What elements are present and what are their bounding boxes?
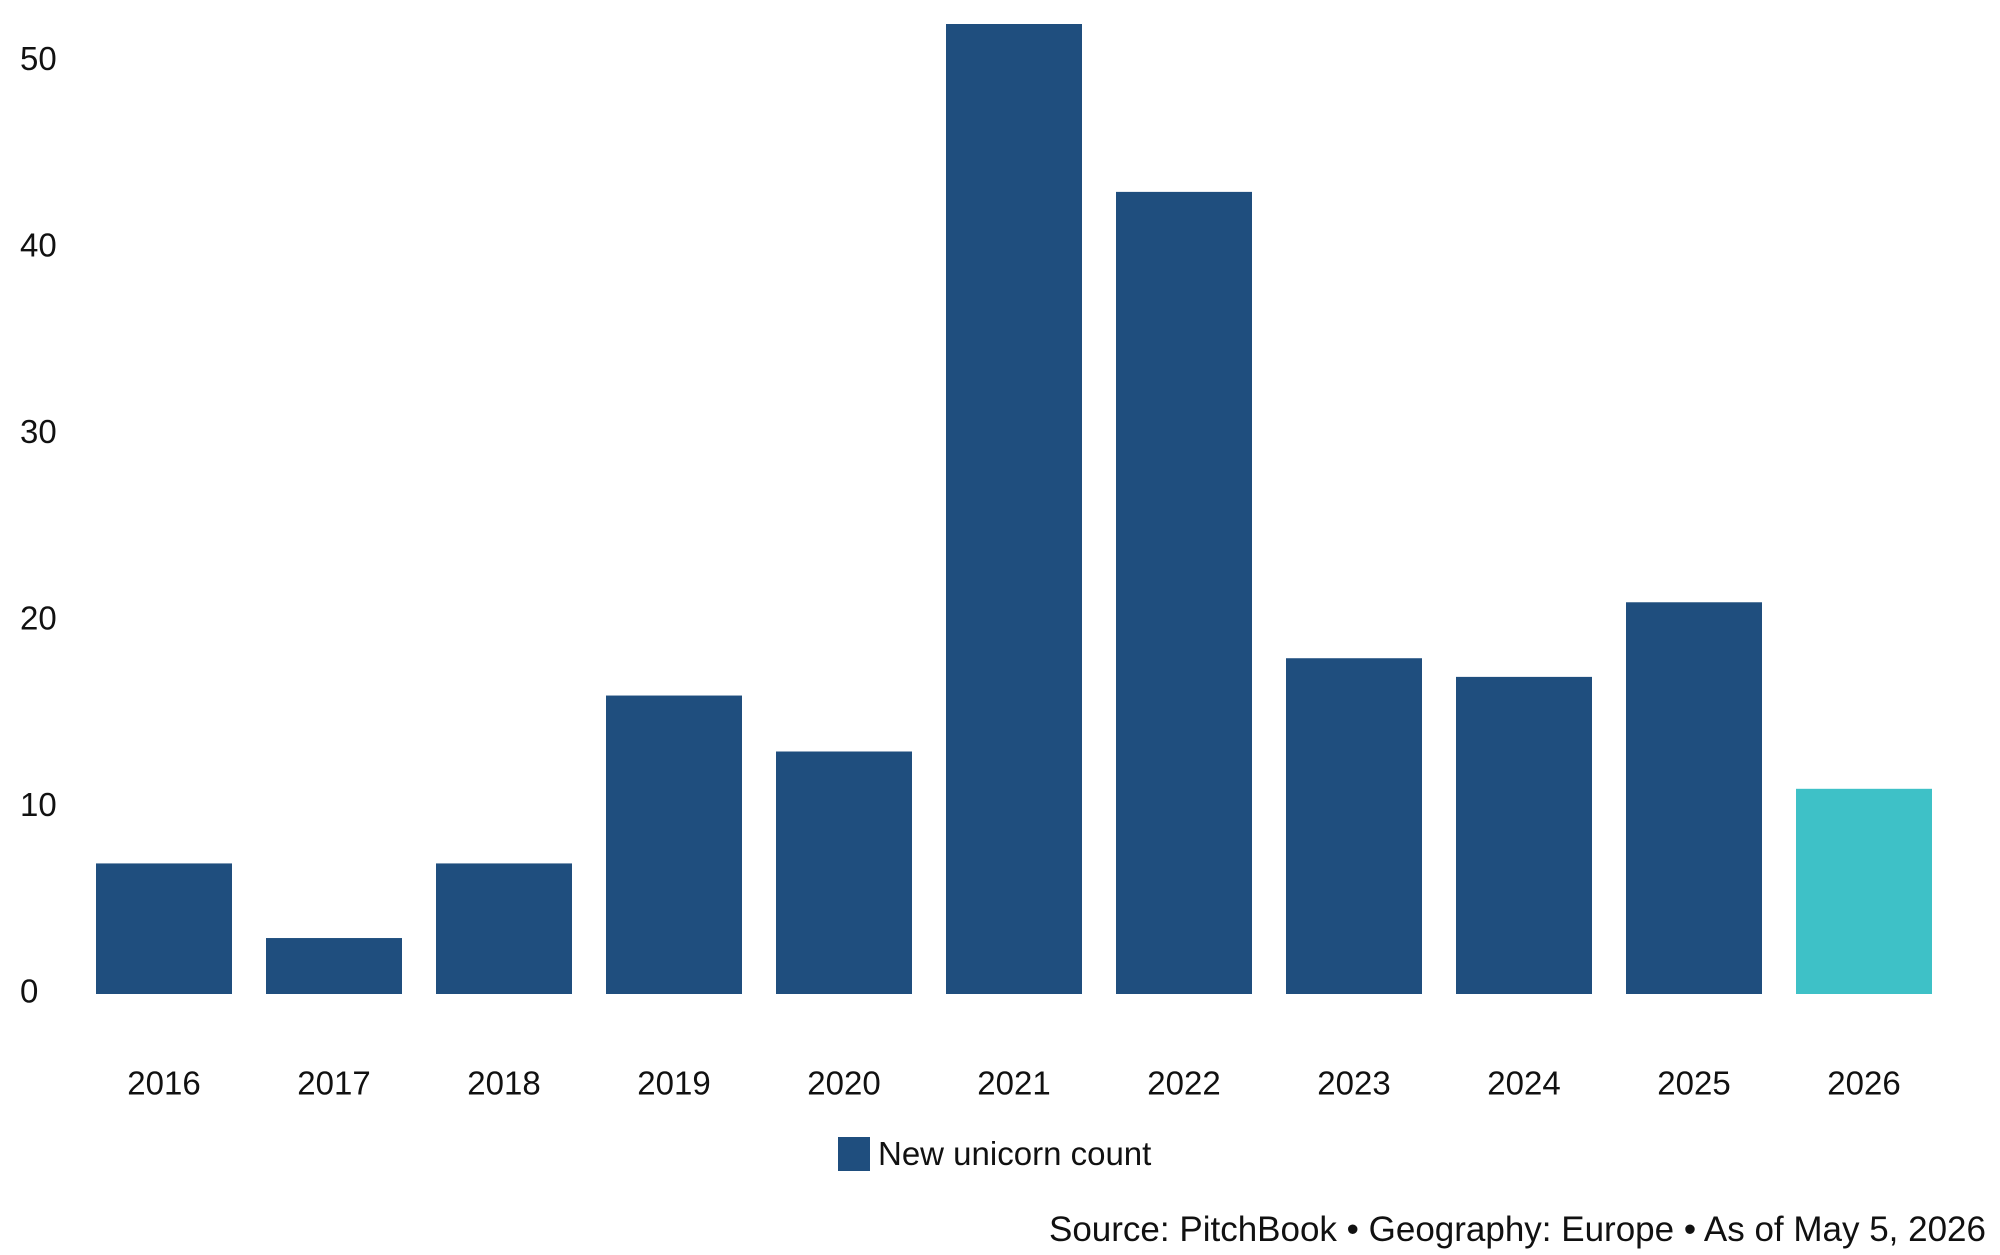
x-tick-label: 2016 [127, 1065, 200, 1102]
bar-2017 [266, 938, 402, 994]
x-tick-label: 2019 [637, 1065, 710, 1102]
x-tick-label: 2025 [1657, 1065, 1730, 1102]
bars-group [96, 24, 1932, 994]
bar-2021 [946, 24, 1082, 994]
y-axis: 0 10 20 30 40 50 [20, 40, 57, 1010]
bar-2026 [1796, 788, 1932, 994]
y-tick-label: 0 [20, 973, 38, 1010]
bar-2016 [96, 863, 232, 994]
legend: New unicorn count [838, 1134, 1151, 1174]
x-tick-label: 2017 [297, 1065, 370, 1102]
bar-2025 [1626, 602, 1762, 994]
y-tick-label: 10 [20, 786, 57, 823]
y-tick-label: 20 [20, 600, 57, 637]
legend-label: New unicorn count [878, 1135, 1152, 1172]
source-note: Source: PitchBook • Geography: Europe • … [1049, 1210, 1986, 1249]
x-tick-label: 2020 [807, 1065, 880, 1102]
x-tick-label: 2021 [977, 1065, 1050, 1102]
legend-swatch [838, 1137, 870, 1171]
bar-2020 [776, 751, 912, 994]
bar-2024 [1456, 676, 1592, 994]
x-axis: 2016 2017 2018 2019 2020 2021 2022 2023 2024 2025… [127, 1065, 1900, 1102]
bar-2018 [436, 863, 572, 994]
x-tick-label: 2022 [1147, 1065, 1220, 1102]
bar-2022 [1116, 191, 1252, 994]
bar-2023 [1286, 658, 1422, 994]
x-tick-label: 2024 [1487, 1065, 1560, 1102]
y-tick-label: 30 [20, 413, 57, 450]
y-tick-label: 50 [20, 40, 57, 77]
x-tick-label: 2026 [1827, 1065, 1900, 1102]
y-tick-label: 40 [20, 227, 57, 264]
x-tick-label: 2023 [1317, 1065, 1390, 1102]
x-tick-label: 2018 [467, 1065, 540, 1102]
bar-chart: 0 10 20 30 40 50 2016 2017 2018 2019 2020 2021 2022… [20, 24, 1932, 1102]
bar-2019 [606, 695, 742, 994]
